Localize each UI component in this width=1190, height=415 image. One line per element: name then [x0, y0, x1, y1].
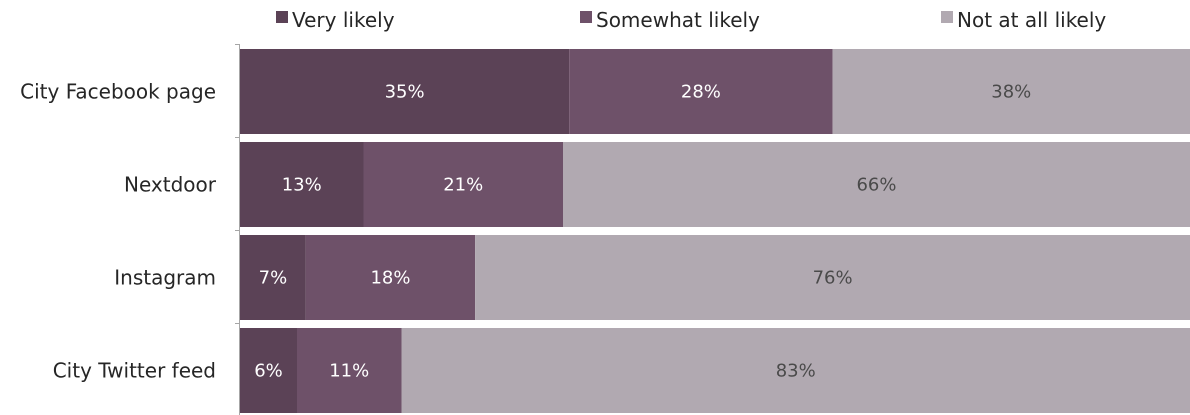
bar-segment-3-0 — [240, 328, 297, 413]
legend-label-0: Very likely — [292, 8, 395, 32]
data-label-0-1: 28% — [681, 82, 721, 103]
bar-segment-2-0 — [240, 235, 306, 320]
data-label-2-0: 7% — [259, 268, 288, 289]
category-label-3: City Twitter feed — [53, 359, 216, 383]
bar-segment-3-2 — [401, 328, 1190, 413]
data-label-2-2: 76% — [813, 268, 853, 289]
bar-segment-1-2 — [563, 142, 1190, 227]
data-label-0-0: 35% — [385, 82, 425, 103]
bar-segment-3-1 — [297, 328, 402, 413]
category-label-1: Nextdoor — [124, 173, 217, 197]
plot-area: 35% 28% 38% 13% 21% 66% 7% 18% 76% 6% 11% 83% — [240, 49, 1190, 413]
chart-legend: Very likely Somewhat likely Not at all lik… — [276, 8, 1106, 32]
data-label-1-2: 66% — [856, 175, 896, 196]
data-label-3-1: 11% — [329, 361, 369, 382]
category-label-2: Instagram — [114, 266, 216, 290]
bar-segment-0-0 — [240, 49, 570, 134]
bar-segment-1-0 — [240, 142, 364, 227]
bar-segment-0-2 — [832, 49, 1190, 134]
bar-segment-2-2 — [475, 235, 1190, 320]
legend-swatch-1 — [580, 11, 592, 23]
bar-segment-2-1 — [305, 235, 476, 320]
legend-swatch-0 — [276, 11, 288, 23]
data-label-0-2: 38% — [991, 82, 1031, 103]
category-axis: City Facebook page Nextdoor Instagram City … — [20, 44, 240, 415]
data-label-3-2: 83% — [776, 361, 816, 382]
data-label-3-0: 6% — [254, 361, 283, 382]
data-label-1-0: 13% — [282, 175, 322, 196]
legend-label-1: Somewhat likely — [596, 8, 760, 32]
bar-segment-0-1 — [569, 49, 833, 134]
legend-swatch-2 — [941, 11, 953, 23]
bar-segment-1-1 — [363, 142, 563, 227]
category-label-0: City Facebook page — [20, 80, 216, 104]
data-label-2-1: 18% — [370, 268, 410, 289]
data-label-1-1: 21% — [443, 175, 483, 196]
legend-label-2: Not at all likely — [957, 8, 1106, 32]
